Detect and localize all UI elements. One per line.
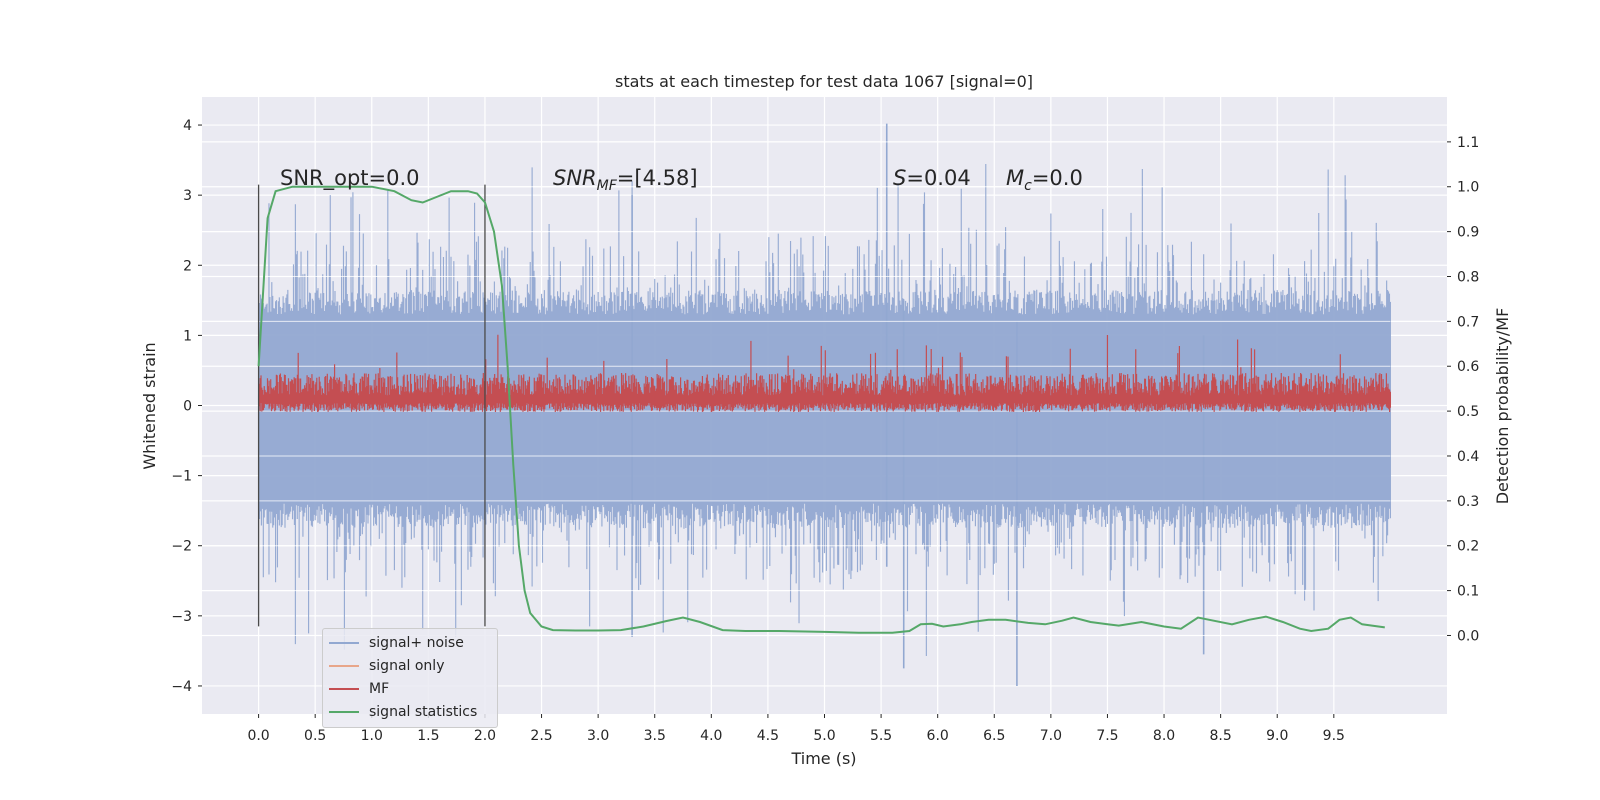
y-tick-label: 3 xyxy=(183,188,192,204)
x-axis-ticks: 0.0 0.5 1.0 1.5 2.0 2.5 3.0 3.5 4.0 4.5 5.0 5.5 6.0 6… xyxy=(247,714,1345,744)
legend-swatch-signal-only xyxy=(329,665,359,667)
y-tick-label: 0 xyxy=(183,399,192,415)
x-tick-label: 4.5 xyxy=(757,728,779,744)
y-tick-label: −2 xyxy=(171,539,192,555)
x-tick-label: 0.5 xyxy=(304,728,326,744)
mc-symbol: M xyxy=(1006,166,1024,190)
y-tick-label: 4 xyxy=(183,118,192,134)
right-tick-label: 0.4 xyxy=(1457,449,1479,465)
y-tick-label: −1 xyxy=(171,469,192,485)
snr-mf-value: =[4.58] xyxy=(617,166,698,190)
s-symbol: S xyxy=(893,166,906,190)
x-tick-label: 9.5 xyxy=(1323,728,1345,744)
legend-label-signal-only: signal only xyxy=(369,658,445,674)
y-tick-label: −4 xyxy=(171,679,192,695)
legend-swatch-mf xyxy=(329,688,359,690)
right-axis-label: Detection probability/MF xyxy=(1493,308,1512,505)
right-tick-label: 1.0 xyxy=(1457,180,1479,196)
signal-statistics-line xyxy=(257,185,1385,634)
y-axis-ticks: 4 3 2 1 0 −1 −2 −3 −4 xyxy=(171,118,202,695)
right-tick-label: 0.1 xyxy=(1457,584,1479,600)
snr-opt-annotation: SNR_opt=0.0 xyxy=(280,166,420,191)
right-tick-label: 0.3 xyxy=(1457,494,1479,510)
x-tick-label: 1.0 xyxy=(361,728,383,744)
legend-label-signal-noise: signal+ noise xyxy=(369,635,464,651)
x-tick-label: 7.5 xyxy=(1096,728,1118,744)
x-tick-label: 3.0 xyxy=(587,728,609,744)
mc-subscript: c xyxy=(1024,178,1032,194)
x-tick-label: 6.5 xyxy=(983,728,1005,744)
x-tick-label: 7.0 xyxy=(1040,728,1062,744)
snr-mf-annotation: SNRMF=[4.58] xyxy=(553,166,698,194)
right-tick-label: 0.9 xyxy=(1457,225,1479,241)
y-axis-label: Whitened strain xyxy=(140,342,159,469)
x-tick-label: 4.0 xyxy=(700,728,722,744)
right-tick-label: 0.6 xyxy=(1457,359,1479,375)
x-axis-label: Time (s) xyxy=(790,749,856,768)
s-value: =0.04 xyxy=(906,166,970,190)
legend-item-signal-statistics: signal statistics xyxy=(329,701,477,723)
snr-mf-symbol: SNR xyxy=(553,166,597,190)
legend-label-mf: MF xyxy=(369,681,390,697)
legend-swatch-signal-statistics xyxy=(329,711,359,713)
x-tick-label: 1.5 xyxy=(417,728,439,744)
x-tick-label: 9.0 xyxy=(1266,728,1288,744)
s-annotation: S=0.04 xyxy=(893,166,971,190)
x-tick-label: 2.5 xyxy=(530,728,552,744)
y-tick-label: 1 xyxy=(183,328,192,344)
y-tick-label: −3 xyxy=(171,609,192,625)
legend: signal+ noise signal only MF signal stat… xyxy=(322,628,498,728)
x-tick-label: 6.0 xyxy=(927,728,949,744)
legend-item-signal-only: signal only xyxy=(329,655,444,677)
x-tick-label: 2.0 xyxy=(474,728,496,744)
mc-annotation: Mc=0.0 xyxy=(1006,166,1083,194)
snr-mf-subscript: MF xyxy=(597,178,618,194)
x-tick-label: 3.5 xyxy=(644,728,666,744)
right-tick-label: 0.0 xyxy=(1457,628,1479,644)
right-tick-label: 0.7 xyxy=(1457,314,1479,330)
y-tick-label: 2 xyxy=(183,258,192,274)
legend-item-mf: MF xyxy=(329,678,389,700)
x-tick-label: 8.5 xyxy=(1210,728,1232,744)
right-tick-label: 0.2 xyxy=(1457,539,1479,555)
mc-value: =0.0 xyxy=(1032,166,1083,190)
chart-title: stats at each timestep for test data 106… xyxy=(615,72,1033,91)
legend-swatch-signal-noise xyxy=(329,642,359,644)
x-tick-label: 0.0 xyxy=(247,728,269,744)
legend-item-signal-noise: signal+ noise xyxy=(329,632,464,654)
right-tick-label: 1.1 xyxy=(1457,135,1479,151)
x-tick-label: 8.0 xyxy=(1153,728,1175,744)
right-tick-label: 0.5 xyxy=(1457,404,1479,420)
x-tick-label: 5.0 xyxy=(813,728,835,744)
right-axis-ticks: 1.1 1.0 0.9 0.8 0.7 0.6 0.5 0.4 0.3 0.2 0.1 0.0 xyxy=(1447,135,1479,644)
legend-label-signal-statistics: signal statistics xyxy=(369,704,478,720)
x-tick-label: 5.5 xyxy=(870,728,892,744)
right-tick-label: 0.8 xyxy=(1457,269,1479,285)
marker-lines xyxy=(257,184,486,627)
